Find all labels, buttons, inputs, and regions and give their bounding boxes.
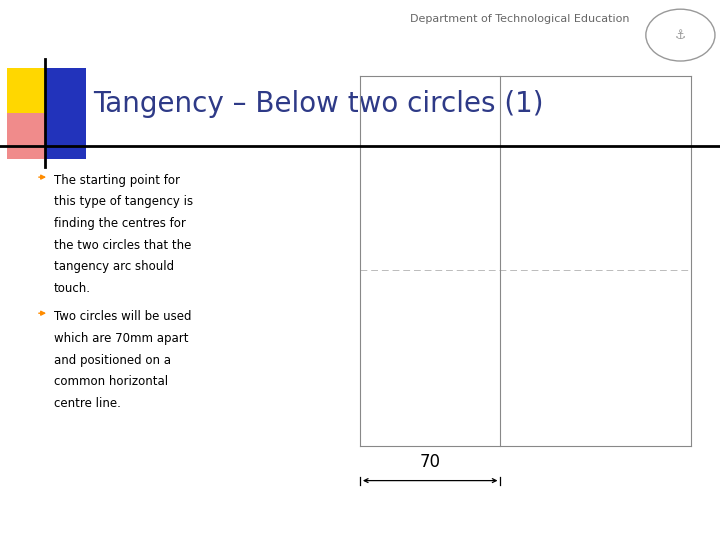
Text: Tangency – Below two circles (1): Tangency – Below two circles (1) xyxy=(94,90,544,118)
Bar xyxy=(45,113,86,159)
Text: ⚓: ⚓ xyxy=(675,29,686,42)
Text: centre line.: centre line. xyxy=(54,397,121,410)
Text: common horizontal: common horizontal xyxy=(54,375,168,388)
Text: 70: 70 xyxy=(420,453,441,471)
Text: which are 70mm apart: which are 70mm apart xyxy=(54,332,189,345)
Text: The starting point for: The starting point for xyxy=(54,174,180,187)
Bar xyxy=(7,68,45,113)
Text: this type of tangency is: this type of tangency is xyxy=(54,195,193,208)
Bar xyxy=(45,68,86,113)
Text: tangency arc should: tangency arc should xyxy=(54,260,174,273)
Text: Department of Technological Education: Department of Technological Education xyxy=(410,14,630,24)
Text: touch.: touch. xyxy=(54,282,91,295)
Bar xyxy=(7,113,45,159)
Text: the two circles that the: the two circles that the xyxy=(54,239,192,252)
Text: Two circles will be used: Two circles will be used xyxy=(54,310,192,323)
Text: and positioned on a: and positioned on a xyxy=(54,354,171,367)
Text: finding the centres for: finding the centres for xyxy=(54,217,186,230)
